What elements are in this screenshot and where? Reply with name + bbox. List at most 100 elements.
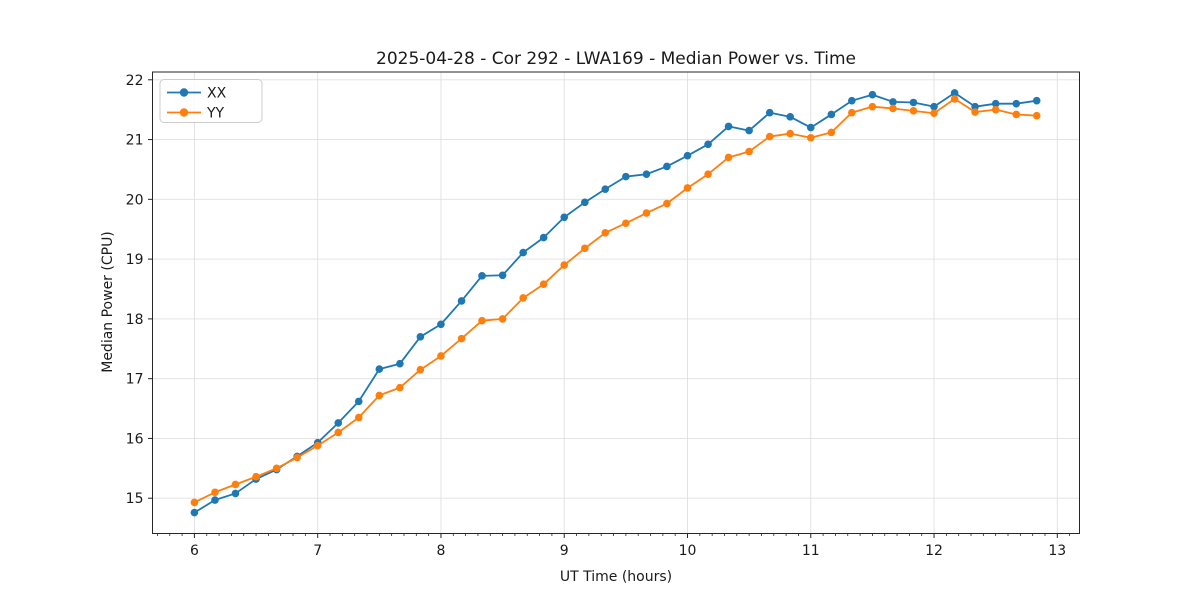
series-xx-point: [190, 508, 199, 517]
series-xx-point: [868, 90, 877, 99]
series-xx-point: [478, 272, 486, 280]
series-yy-point: [560, 261, 569, 269]
series-xx-point: [396, 359, 404, 368]
plot-border: [152, 71, 1080, 534]
series-yy-point: [252, 472, 260, 481]
series-yy-point: [478, 316, 486, 325]
series-xx-point: [642, 170, 651, 179]
series-xx-point: [889, 98, 897, 106]
series-xx-point: [1032, 96, 1041, 105]
series-yy-point: [293, 453, 301, 462]
legend-label-yy: YY: [206, 106, 225, 122]
y-axis-label: Median Power (CPU): [100, 231, 116, 373]
series-xx-point: [437, 320, 445, 329]
series-xx-point: [354, 397, 363, 406]
x-tick-label: 6: [190, 543, 199, 559]
x-tick-label: 8: [436, 543, 445, 559]
series-yy-point: [745, 147, 753, 156]
series-yy-point: [539, 280, 548, 289]
series-yy-point: [683, 184, 692, 192]
series-yy-point: [231, 480, 240, 489]
x-tick-label: 10: [679, 543, 697, 559]
series-yy-point: [786, 129, 794, 138]
series-xx-point: [765, 108, 774, 117]
x-tick-label: 12: [925, 543, 943, 559]
series-yy-point: [272, 464, 281, 473]
y-tick-label: 16: [126, 431, 144, 447]
y-tick-label: 22: [126, 73, 144, 89]
y-tick-label: 17: [126, 372, 144, 388]
series-yy-point: [334, 428, 343, 437]
series-yy-point: [848, 108, 856, 117]
series-xx-point: [745, 126, 753, 135]
series-xx-point: [806, 123, 815, 132]
series-xx-point: [1012, 99, 1021, 108]
series-yy-point: [437, 352, 445, 360]
series-xx-point: [334, 419, 343, 427]
series-yy-point: [601, 229, 610, 237]
series-xx-point: [560, 213, 569, 222]
series-xx-point: [724, 122, 733, 131]
chart-title: 2025-04-28 - Cor 292 - LWA169 - Median P…: [376, 49, 856, 69]
series-xx-point: [622, 172, 630, 181]
series-yy-point: [765, 132, 774, 141]
series-yy-point: [868, 102, 877, 111]
series-yy-point: [704, 170, 712, 179]
series-yy-point: [457, 334, 466, 343]
series-yy-point: [190, 498, 199, 507]
series-yy-point: [971, 108, 979, 116]
legend-xx-marker: [179, 88, 189, 97]
series-xx-point: [601, 185, 610, 193]
series-xx-line: [193, 92, 1037, 514]
series-xx-point: [827, 110, 836, 119]
series-xx-point: [950, 89, 959, 97]
y-tick-label: 18: [126, 312, 144, 328]
series-yy-point: [724, 153, 733, 162]
series-yy-point: [396, 383, 404, 392]
series-xx-point: [930, 102, 938, 111]
series-xx-point: [848, 96, 856, 105]
series-yy-point: [1032, 111, 1041, 120]
x-tick-label: 11: [802, 543, 820, 559]
series-xx-point: [663, 162, 671, 171]
series-yy-point: [416, 365, 425, 374]
series-yy-point: [354, 413, 363, 422]
series-xx-point: [683, 151, 692, 160]
series-xx-point: [909, 98, 918, 107]
legend-yy-marker: [179, 108, 189, 117]
series-xx-point: [457, 297, 466, 305]
series-xx-point: [519, 248, 527, 257]
series-xx-point: [498, 271, 507, 280]
series-yy-point: [991, 105, 1000, 114]
series-xx-point: [991, 99, 1000, 108]
x-tick-label: 7: [313, 543, 322, 559]
series-xx-point: [416, 333, 425, 341]
series-yy-point: [806, 133, 815, 142]
series-yy-point: [498, 315, 507, 323]
legend-label-xx: XX: [207, 86, 227, 102]
y-tick-label: 20: [126, 192, 144, 208]
series-xx-point: [211, 496, 219, 504]
series-yy-point: [581, 244, 589, 253]
series-yy-point: [313, 441, 322, 450]
series-yy-point: [663, 199, 671, 208]
series-xx-point: [375, 365, 384, 373]
y-tick-label: 19: [126, 252, 144, 268]
series-xx-point: [971, 102, 979, 111]
series-yy-point: [622, 219, 630, 228]
series-yy-point: [930, 109, 938, 118]
y-tick-label: 21: [126, 133, 144, 149]
series-xx-point: [786, 113, 794, 121]
series-yy-point: [827, 128, 836, 137]
series-yy-point: [211, 488, 219, 497]
y-tick-label: 15: [126, 491, 144, 507]
series-yy-point: [950, 95, 959, 103]
series-yy-point: [1012, 110, 1021, 119]
series-xx-point: [231, 489, 240, 498]
x-axis-label: UT Time (hours): [560, 569, 672, 585]
x-tick-label: 9: [560, 543, 569, 559]
x-tick-label: 13: [1048, 543, 1066, 559]
series-xx-point: [704, 140, 712, 149]
